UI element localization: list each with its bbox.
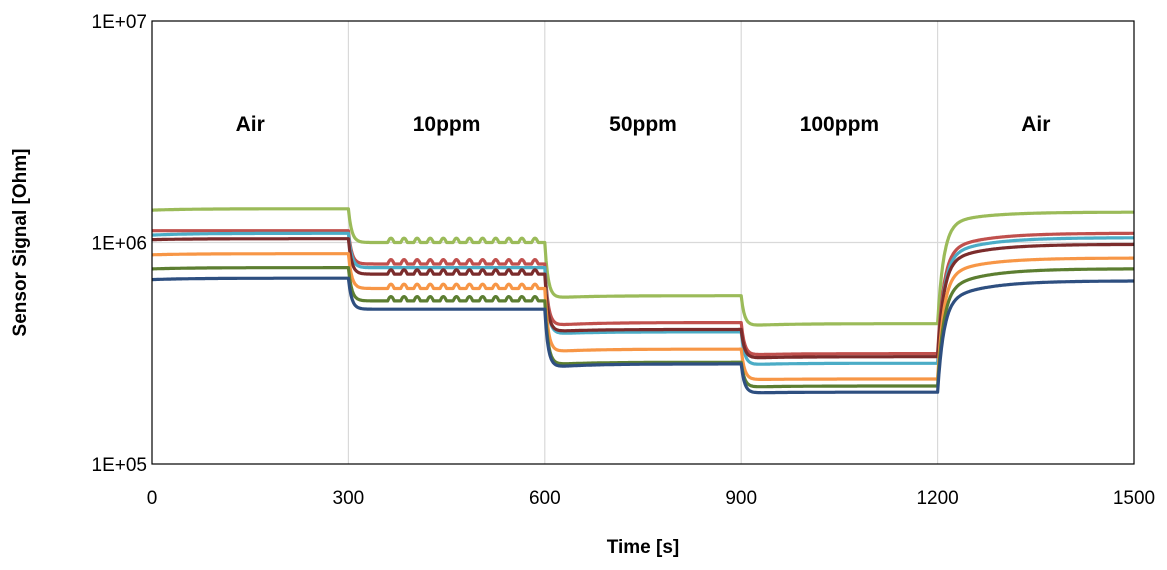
x-tick-label: 1200 (916, 488, 958, 509)
x-tick-label: 900 (725, 488, 757, 509)
x-tick-label: 600 (529, 488, 561, 509)
phase-labels: Air 10ppm 50ppm 100ppm Air (236, 113, 1051, 136)
phase-label: Air (236, 113, 265, 136)
phase-label: 50ppm (609, 113, 677, 136)
y-axis-tick-labels: 1E+05 1E+06 1E+07 (92, 12, 147, 476)
plot-area-frame (151, 20, 1135, 465)
x-axis-tick-labels: 0 300 600 900 1200 1500 (147, 488, 1155, 509)
series-line-4 (151, 237, 1135, 360)
y-tick-label: 1E+07 (92, 12, 147, 33)
series-line-3 (151, 231, 1135, 366)
phase-label: 10ppm (413, 113, 481, 136)
series-line-5 (151, 252, 1135, 381)
y-tick-label: 1E+05 (92, 455, 147, 476)
x-tick-label: 300 (333, 488, 365, 509)
series-line-6 (151, 266, 1135, 389)
x-tick-label: 0 (147, 488, 158, 509)
series-line-2 (151, 229, 1135, 357)
series-lines (151, 207, 1135, 395)
phase-label: 100ppm (800, 113, 879, 136)
phase-label: Air (1021, 113, 1050, 136)
series-line-7 (151, 276, 1135, 395)
series-line-1 (151, 207, 1135, 327)
x-tick-label: 1500 (1113, 488, 1155, 509)
x-axis-title: Time [s] (607, 537, 680, 558)
y-axis-title: Sensor Signal [Ohm] (10, 149, 31, 337)
y-tick-label: 1E+06 (92, 234, 147, 255)
